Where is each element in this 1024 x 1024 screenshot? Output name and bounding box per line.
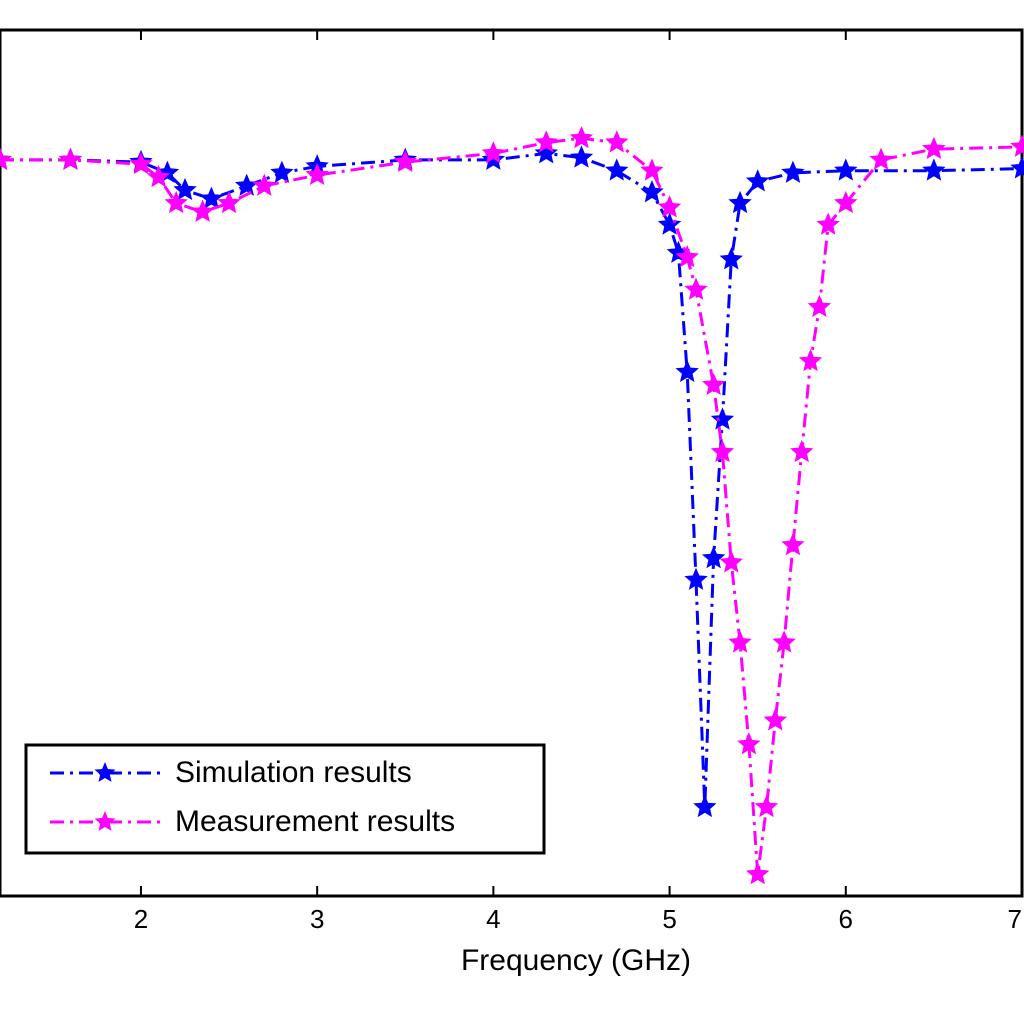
tick-labels: 2 3 4 5 6 7 — [134, 904, 1022, 934]
data-point-marker — [58, 147, 83, 170]
legend-label-simulation: Simulation results — [175, 756, 412, 789]
x-tick-label: 2 — [134, 904, 148, 934]
data-point-marker — [922, 158, 946, 181]
tick-marks — [139, 30, 1023, 896]
data-point-marker — [745, 862, 770, 885]
x-tick-label: 4 — [486, 904, 500, 934]
data-point-marker — [657, 195, 682, 218]
series-1 — [0, 126, 1024, 885]
data-point-marker — [728, 190, 752, 214]
data-point-marker — [164, 190, 188, 214]
data-point-marker — [869, 147, 893, 170]
data-point-marker — [693, 794, 717, 818]
legend-marker — [94, 811, 116, 831]
plot-frame — [0, 28, 1024, 898]
data-point-marker — [270, 160, 294, 183]
data-point-marker — [199, 186, 224, 209]
x-tick-label: 6 — [839, 904, 853, 934]
legend-entry-simulation: Simulation results — [50, 756, 412, 789]
data-point-marker — [305, 162, 329, 186]
data-point-marker — [781, 533, 805, 556]
data-point-marker — [569, 145, 594, 168]
legend-marker — [94, 762, 116, 782]
x-tick-label: 3 — [310, 904, 324, 934]
series-layer — [0, 126, 1024, 885]
data-point-marker — [754, 794, 779, 818]
data-point-marker — [640, 158, 664, 181]
data-point-marker — [816, 212, 840, 235]
legend-entry-measurement: Measurement results — [50, 805, 455, 838]
data-point-marker — [834, 158, 858, 181]
data-point-marker — [640, 180, 664, 203]
data-point-marker — [569, 126, 594, 149]
data-point-marker — [701, 372, 726, 396]
data-point-marker — [675, 359, 699, 383]
data-point-marker — [605, 130, 629, 153]
legend-box — [24, 743, 546, 855]
data-point-marker — [701, 546, 726, 569]
data-point-marker — [1010, 134, 1024, 157]
x-tick-label: 5 — [662, 904, 676, 934]
series-line — [0, 151, 1023, 808]
data-point-marker — [393, 149, 417, 173]
data-point-marker — [534, 130, 558, 153]
series-0 — [0, 141, 1024, 818]
data-point-marker — [834, 190, 858, 214]
data-point-marker — [728, 630, 752, 653]
x-axis-label: Frequency (GHz) — [461, 944, 691, 977]
data-point-marker — [0, 147, 12, 170]
data-point-marker — [481, 141, 506, 164]
data-point-marker — [790, 439, 814, 463]
data-point-marker — [798, 348, 823, 372]
data-point-marker — [173, 177, 197, 201]
data-point-marker — [763, 708, 788, 731]
data-point-marker — [737, 732, 761, 755]
data-point-marker — [675, 244, 699, 268]
data-point-marker — [129, 151, 153, 175]
data-point-marker — [719, 247, 743, 270]
data-point-marker — [217, 190, 241, 214]
data-point-marker — [657, 212, 682, 235]
data-point-marker — [745, 169, 770, 192]
data-point-marker — [234, 173, 259, 196]
legend: Simulation results Measurement results — [24, 743, 546, 855]
data-point-marker — [190, 199, 215, 222]
data-point-marker — [534, 141, 558, 164]
data-point-marker — [684, 277, 708, 300]
data-point-marker — [710, 439, 735, 463]
data-point-marker — [719, 550, 743, 573]
data-point-marker — [807, 294, 832, 318]
data-point-marker — [1010, 156, 1024, 179]
data-point-marker — [146, 164, 171, 188]
x-tick-label: 7 — [1008, 904, 1022, 934]
data-point-marker — [710, 407, 735, 430]
data-point-marker — [605, 158, 629, 181]
data-point-marker — [772, 630, 796, 653]
legend-label-measurement: Measurement results — [175, 805, 455, 838]
data-point-marker — [781, 160, 805, 183]
data-point-marker — [922, 136, 946, 160]
data-point-marker — [252, 173, 277, 196]
data-point-marker — [684, 567, 708, 590]
